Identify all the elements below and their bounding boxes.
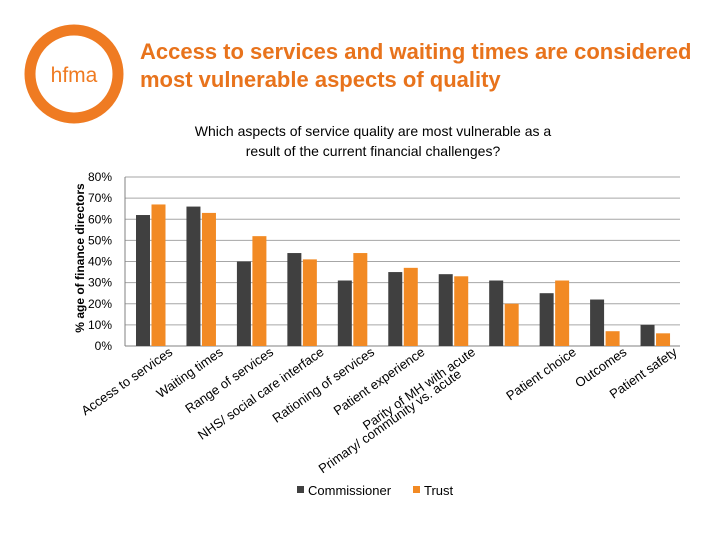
y-tick-label: 70% <box>88 191 112 205</box>
bar-commissioner <box>337 280 352 346</box>
x-category-label: Access to services <box>78 344 175 418</box>
bar-trust <box>454 276 469 346</box>
y-tick-label: 0% <box>95 339 113 353</box>
bar-trust <box>201 212 216 346</box>
bar-commissioner <box>136 215 150 346</box>
chart-title-line: result of the current financial challeng… <box>246 143 501 159</box>
bar-trust <box>504 303 519 346</box>
bar-trust <box>403 267 418 346</box>
bar-trust <box>302 259 317 346</box>
bar-commissioner <box>388 272 403 346</box>
bar-commissioner <box>236 261 251 346</box>
bar-trust <box>605 331 620 346</box>
bar-trust <box>353 253 368 346</box>
bar-commissioner <box>590 299 605 346</box>
legend-swatch-trust <box>413 486 420 493</box>
chart-title-line: Which aspects of service quality are mos… <box>195 123 552 139</box>
y-axis-label: % age of finance directors <box>73 183 87 333</box>
bar-commissioner <box>438 274 453 346</box>
logo-text: hfma <box>51 64 98 87</box>
bar-commissioner <box>640 324 655 346</box>
bar-trust <box>151 204 166 346</box>
bar-commissioner <box>186 206 201 346</box>
y-tick-label: 60% <box>88 212 112 226</box>
hfma-logo: hfma <box>22 22 126 126</box>
y-tick-label: 30% <box>88 276 112 290</box>
bar-commissioner <box>539 293 554 346</box>
legend-swatch-commissioner <box>297 486 304 493</box>
y-tick-label: 40% <box>88 255 112 269</box>
y-tick-label: 80% <box>88 170 112 184</box>
slide-title: Access to services and waiting times are… <box>140 39 692 92</box>
legend-label: Trust <box>424 483 454 498</box>
bar-commissioner <box>489 280 504 346</box>
bar-trust <box>555 280 570 346</box>
legend-label: Commissioner <box>308 483 392 498</box>
bar-commissioner <box>287 253 302 346</box>
x-category-label: Patient choice <box>503 344 579 403</box>
y-tick-label: 10% <box>88 318 112 332</box>
y-tick-label: 50% <box>88 233 112 247</box>
y-tick-label: 20% <box>88 297 112 311</box>
bar-trust <box>656 333 671 346</box>
bar-trust <box>252 236 267 346</box>
